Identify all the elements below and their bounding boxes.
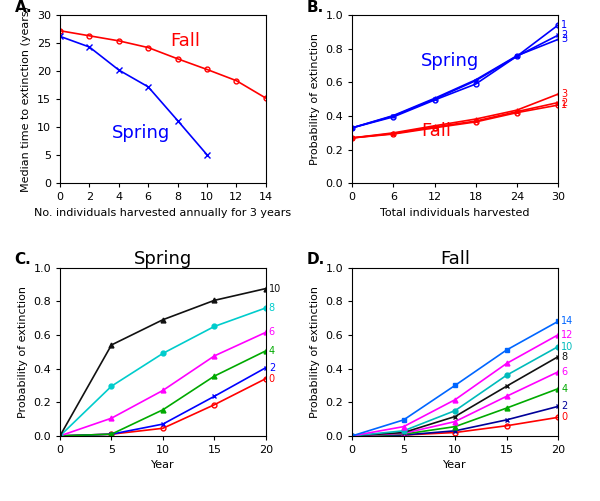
X-axis label: Year: Year xyxy=(151,460,175,470)
Text: D.: D. xyxy=(307,252,325,267)
X-axis label: No. individuals harvested annually for 3 years: No. individuals harvested annually for 3… xyxy=(34,208,292,218)
Text: 4: 4 xyxy=(269,346,275,356)
Y-axis label: Probability of extinction: Probability of extinction xyxy=(310,33,320,165)
Text: 8: 8 xyxy=(561,352,567,362)
Text: Fall: Fall xyxy=(170,32,200,50)
X-axis label: Total individuals harvested: Total individuals harvested xyxy=(380,208,530,218)
Title: Fall: Fall xyxy=(440,249,470,268)
Y-axis label: Probability of extinction: Probability of extinction xyxy=(310,286,320,418)
Text: 14: 14 xyxy=(561,317,574,327)
Text: 2: 2 xyxy=(562,98,568,108)
Text: B.: B. xyxy=(307,0,324,15)
Text: A.: A. xyxy=(15,0,32,15)
Text: 6: 6 xyxy=(269,327,275,337)
X-axis label: Year: Year xyxy=(443,460,467,470)
Text: 2: 2 xyxy=(269,363,275,373)
Text: 12: 12 xyxy=(561,330,574,340)
Text: 4: 4 xyxy=(561,384,567,394)
Text: 1: 1 xyxy=(562,100,568,110)
Y-axis label: Median time to extinction (years): Median time to extinction (years) xyxy=(21,6,31,192)
Text: 2: 2 xyxy=(561,401,568,411)
Text: 3: 3 xyxy=(562,35,568,45)
Text: 8: 8 xyxy=(269,303,275,313)
Y-axis label: Probability of extinction: Probability of extinction xyxy=(17,286,28,418)
Text: 3: 3 xyxy=(562,89,568,99)
Text: Fall: Fall xyxy=(421,122,451,140)
Text: 10: 10 xyxy=(561,342,574,352)
Text: 10: 10 xyxy=(269,284,281,294)
Text: Spring: Spring xyxy=(112,124,170,142)
Title: Spring: Spring xyxy=(134,249,192,268)
Text: 2: 2 xyxy=(562,30,568,40)
Text: 6: 6 xyxy=(561,367,567,377)
Text: Spring: Spring xyxy=(421,52,479,70)
Text: 0: 0 xyxy=(269,374,275,384)
Text: 1: 1 xyxy=(562,20,568,30)
Text: C.: C. xyxy=(15,252,31,267)
Text: 0: 0 xyxy=(561,412,567,422)
